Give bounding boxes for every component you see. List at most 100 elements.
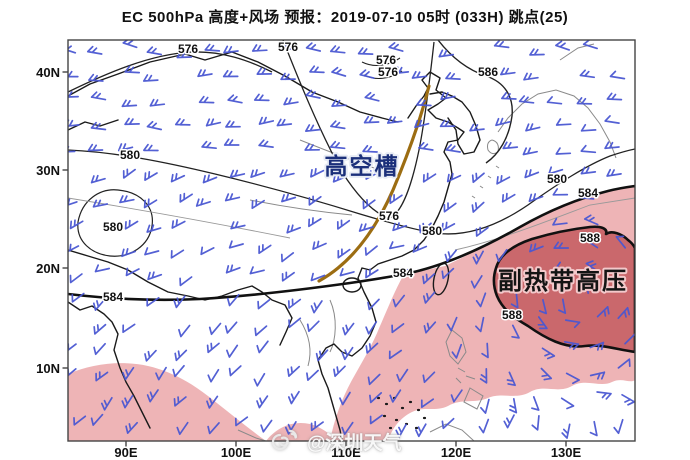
wind-barb	[615, 235, 627, 249]
contour-582-minor	[68, 197, 635, 251]
shade-region-584-southwest	[68, 363, 266, 441]
coastline-kyushu	[487, 139, 499, 155]
wind-barb	[258, 116, 275, 125]
wind-barb	[501, 271, 512, 287]
wind-barb	[87, 143, 104, 152]
wind-barb	[394, 267, 409, 278]
wind-barb	[117, 143, 134, 152]
wind-barb	[524, 169, 540, 179]
wind-barb	[528, 193, 544, 203]
wind-barb	[282, 42, 299, 51]
wind-barb	[146, 224, 162, 233]
wind-barb	[495, 117, 511, 127]
wind-barb	[411, 70, 428, 79]
border-himalaya	[68, 249, 293, 346]
wind-barb	[71, 292, 85, 303]
wind-barb	[287, 365, 301, 377]
wind-barb	[553, 241, 570, 249]
wind-barb	[92, 199, 109, 208]
wind-barb	[388, 349, 403, 360]
wind-barb	[552, 188, 569, 196]
wind-barb	[501, 192, 516, 203]
wind-barb	[124, 219, 139, 230]
wind-barb	[369, 392, 383, 404]
wind-barb	[206, 395, 219, 409]
chart-title: EC 500hPa 高度+风场 预报：2019-07-10 05时 (033H)…	[121, 9, 569, 26]
wind-barb	[90, 413, 104, 426]
wind-barb	[254, 325, 268, 337]
wind-barb	[68, 90, 79, 98]
wind-barb	[122, 366, 135, 381]
wind-barb	[584, 278, 593, 295]
wind-barb	[583, 214, 599, 226]
contour-value-label: 588	[580, 231, 600, 245]
trough-line	[317, 84, 431, 283]
wind-barb	[617, 306, 631, 320]
shaded-regions	[68, 186, 635, 441]
wind-barb	[418, 141, 434, 151]
wind-barb	[392, 222, 408, 232]
wind-barb	[509, 397, 518, 414]
wind-barb	[604, 115, 620, 124]
wind-barb	[365, 342, 379, 354]
wind-barb	[68, 119, 80, 127]
wind-barb	[365, 321, 378, 335]
wind-barb	[305, 124, 321, 132]
contour-584-ridge	[68, 184, 635, 302]
wind-barb	[250, 169, 266, 178]
wind-barb	[422, 371, 436, 384]
contour-value-label: 576	[378, 65, 398, 79]
wind-barb	[450, 389, 463, 403]
wind-barb	[531, 414, 540, 431]
wind-barb	[522, 147, 538, 156]
wind-barb	[369, 414, 383, 425]
wind-barb	[589, 371, 606, 380]
wind-barb	[440, 92, 456, 101]
wind-barb	[229, 169, 246, 178]
wind-barb	[256, 395, 269, 409]
wind-barb	[412, 243, 428, 253]
wind-barb	[438, 49, 455, 58]
wind-barb	[552, 217, 568, 226]
wind-barb	[471, 201, 485, 213]
wind-barb	[224, 193, 241, 202]
wind-barb	[471, 172, 485, 184]
wind-barb	[93, 323, 107, 335]
wind-barb	[90, 121, 107, 131]
wind-barb	[205, 118, 222, 127]
map-frame	[67, 39, 636, 442]
wind-barb	[260, 419, 273, 433]
wind-barb	[364, 245, 378, 256]
wind-barb	[68, 198, 78, 206]
wind-barb	[95, 371, 109, 382]
wind-barb	[386, 115, 403, 124]
wind-barb	[604, 141, 620, 150]
wind-barb	[315, 349, 329, 362]
wind-barb	[609, 70, 626, 80]
wind-barb	[170, 172, 186, 183]
wind-barb	[68, 70, 79, 78]
wind-barb	[310, 168, 325, 178]
wind-barb	[228, 365, 242, 377]
wind-barb	[310, 420, 324, 432]
wind-barb	[495, 248, 508, 263]
wind-barb	[226, 344, 239, 358]
wind-barb	[88, 73, 104, 82]
wind-barb	[251, 44, 268, 52]
wind-barb	[518, 95, 535, 104]
wind-barb	[580, 166, 597, 175]
islands-ryukyu	[471, 165, 500, 199]
wind-barb	[146, 46, 163, 56]
wind-barb	[330, 120, 346, 130]
wind-barb	[584, 236, 599, 249]
wind-barb	[94, 264, 111, 273]
border-mongolia	[68, 51, 399, 123]
wind-barb	[579, 69, 596, 79]
contour-value-label: 580	[103, 220, 123, 234]
wind-barb	[416, 98, 432, 107]
wind-barb	[304, 143, 321, 151]
wind-barb	[329, 45, 346, 54]
contour-value-label: 580	[547, 172, 567, 186]
wind-barb	[204, 43, 221, 52]
shade-region-588-core	[492, 225, 635, 354]
